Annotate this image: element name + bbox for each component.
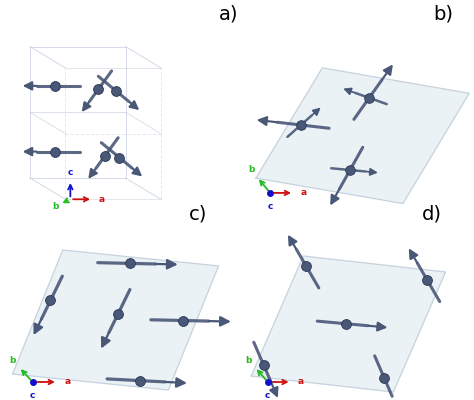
Point — [346, 167, 354, 173]
Text: b: b — [246, 356, 252, 365]
Text: b: b — [9, 356, 16, 365]
Point — [260, 362, 267, 368]
Text: a: a — [301, 188, 306, 198]
Point — [266, 190, 274, 196]
Point — [29, 379, 36, 385]
Point — [51, 83, 59, 89]
Text: b: b — [248, 165, 255, 174]
Text: c: c — [30, 391, 36, 400]
Point — [180, 317, 187, 324]
Point — [127, 260, 134, 267]
Text: a: a — [99, 195, 105, 204]
Point — [116, 154, 123, 161]
Polygon shape — [251, 256, 446, 392]
Polygon shape — [256, 68, 469, 204]
Text: b: b — [52, 202, 58, 211]
Text: c): c) — [188, 204, 207, 223]
Polygon shape — [12, 250, 219, 390]
Point — [381, 375, 388, 382]
Point — [114, 310, 122, 317]
Point — [302, 263, 310, 270]
Point — [136, 378, 144, 384]
Point — [95, 86, 102, 92]
Text: c: c — [68, 168, 73, 177]
Point — [297, 122, 305, 128]
Text: b): b) — [434, 4, 454, 23]
Text: d): d) — [422, 204, 442, 223]
Text: a): a) — [219, 4, 238, 23]
Point — [423, 277, 431, 283]
Text: a: a — [298, 378, 304, 386]
Point — [365, 95, 373, 101]
Text: c: c — [267, 202, 273, 212]
Point — [47, 297, 55, 304]
Text: a: a — [65, 378, 71, 386]
Point — [112, 88, 120, 94]
Text: c: c — [265, 391, 271, 400]
Point — [101, 153, 109, 159]
Point — [342, 320, 349, 327]
Point — [264, 379, 272, 385]
Point — [51, 148, 59, 155]
